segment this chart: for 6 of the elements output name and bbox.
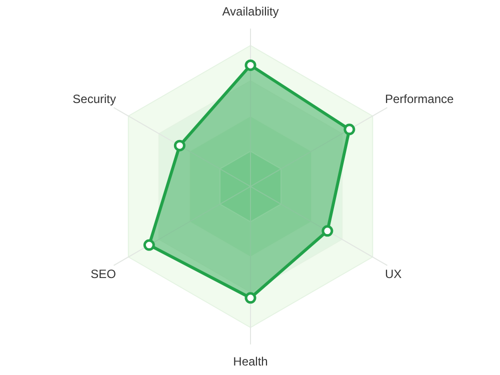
spoke-label: Security — [72, 92, 116, 106]
spoke-label: SEO — [90, 266, 116, 281]
spoke-label: Health — [233, 354, 268, 368]
spoke-label: Availability — [222, 4, 279, 19]
spoke-label: UX — [384, 266, 402, 281]
spoke-label: Performance — [384, 92, 454, 106]
